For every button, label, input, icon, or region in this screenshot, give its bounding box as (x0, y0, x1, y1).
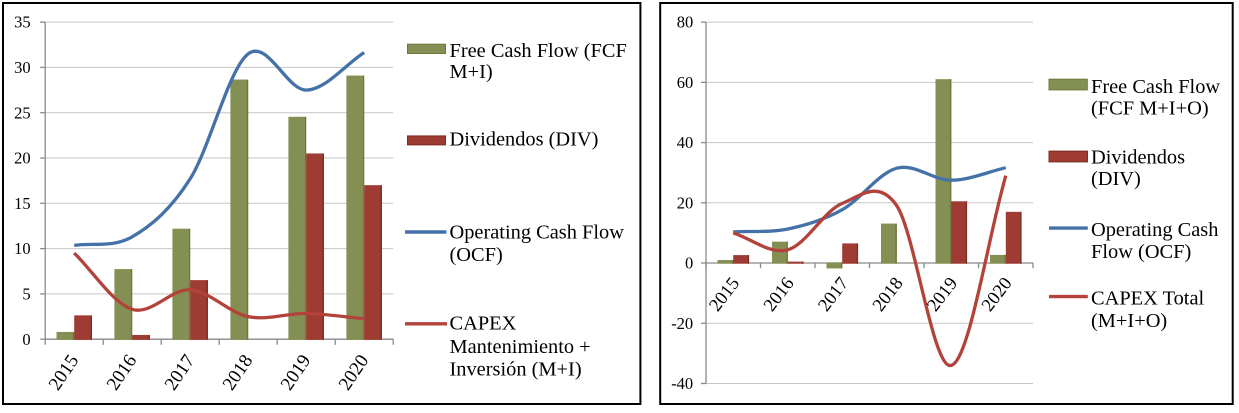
svg-text:(OCF): (OCF) (450, 244, 503, 266)
svg-text:0: 0 (22, 330, 30, 349)
svg-text:15: 15 (14, 194, 31, 213)
svg-text:10: 10 (14, 239, 31, 258)
svg-text:Operating Cash: Operating Cash (1091, 219, 1218, 241)
svg-text:Free Cash Flow: Free Cash Flow (1091, 76, 1220, 98)
svg-text:20: 20 (677, 193, 694, 212)
svg-text:M+I): M+I) (450, 61, 493, 83)
svg-text:5: 5 (22, 285, 30, 304)
svg-text:0: 0 (685, 254, 693, 273)
svg-text:-20: -20 (671, 314, 693, 333)
svg-text:Inversión (M+I): Inversión (M+I) (450, 358, 582, 380)
svg-text:CAPEX: CAPEX (450, 313, 517, 335)
svg-text:CAPEX Total: CAPEX Total (1091, 288, 1205, 310)
svg-text:25: 25 (14, 103, 31, 122)
svg-text:(DIV): (DIV) (1091, 168, 1141, 190)
svg-text:Dividendos (DIV): Dividendos (DIV) (450, 129, 599, 151)
svg-text:40: 40 (677, 133, 694, 152)
svg-text:Mantenimiento +: Mantenimiento + (450, 336, 591, 358)
svg-text:Operating Cash Flow: Operating Cash Flow (450, 222, 625, 244)
svg-text:35: 35 (14, 13, 31, 32)
svg-text:80: 80 (677, 13, 694, 32)
svg-text:30: 30 (14, 58, 31, 77)
svg-text:Free Cash Flow (FCF: Free Cash Flow (FCF (450, 40, 627, 62)
svg-text:Dividendos: Dividendos (1091, 146, 1185, 168)
svg-text:Flow (OCF): Flow (OCF) (1091, 241, 1191, 263)
svg-text:-40: -40 (671, 374, 693, 393)
svg-text:20: 20 (14, 149, 31, 168)
svg-text:60: 60 (677, 73, 694, 92)
svg-text:(M+I+O): (M+I+O) (1091, 310, 1167, 332)
svg-text:(FCF M+I+O): (FCF M+I+O) (1091, 97, 1209, 119)
